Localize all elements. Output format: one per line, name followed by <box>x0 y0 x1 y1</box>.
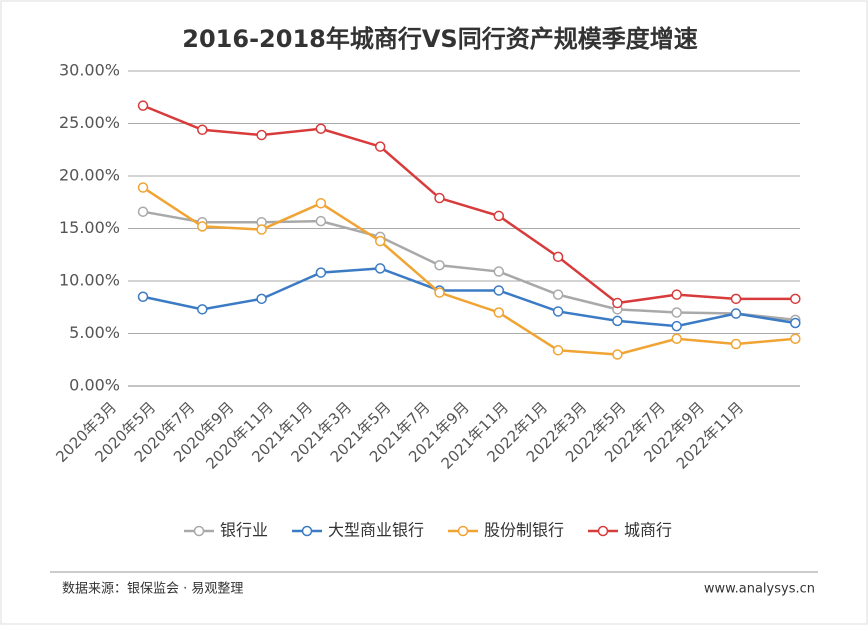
y-tick-label: 15.00% <box>59 218 120 237</box>
legend-marker <box>301 525 313 537</box>
point <box>612 315 623 327</box>
point <box>256 293 267 305</box>
y-tick-label: 10.00% <box>59 271 120 290</box>
legend-marker <box>457 525 469 537</box>
legend-marker <box>597 525 609 537</box>
point <box>315 215 327 227</box>
point <box>493 210 505 222</box>
point <box>671 289 682 300</box>
point <box>434 287 445 298</box>
point <box>315 198 327 209</box>
point <box>137 182 149 193</box>
point <box>552 289 564 300</box>
point <box>315 123 327 134</box>
legend-label: 银行业 <box>220 521 268 540</box>
point <box>493 307 505 318</box>
legend-marker <box>193 525 205 537</box>
y-tick-label: 20.00% <box>59 166 120 185</box>
series-line <box>142 210 796 322</box>
point <box>671 320 682 332</box>
point <box>197 304 208 315</box>
point <box>137 291 149 302</box>
point <box>552 345 564 356</box>
point <box>730 338 742 350</box>
point <box>434 192 445 204</box>
y-tick-label: 5.00% <box>69 323 120 342</box>
series-line <box>142 186 796 356</box>
point <box>552 251 564 263</box>
point <box>552 306 564 317</box>
legend-label: 城商行 <box>624 521 672 540</box>
y-tick-label: 25.00% <box>59 113 120 132</box>
point <box>374 141 386 152</box>
point <box>256 129 267 141</box>
legend-label: 股份制银行 <box>484 521 564 540</box>
point <box>612 349 623 360</box>
point <box>730 308 742 319</box>
legend-label: 大型商业银行 <box>328 521 424 540</box>
series-line <box>142 267 796 328</box>
point <box>790 333 801 344</box>
point <box>374 263 386 274</box>
y-tick-label: 0.00% <box>69 376 120 395</box>
point <box>790 317 801 329</box>
website: www.analysys.cn <box>704 582 815 597</box>
point <box>493 285 505 296</box>
source: 数据来源：银保监会 · 易观整理 <box>62 582 243 597</box>
series-line <box>142 104 796 305</box>
y-tick-label: 30.00% <box>59 61 120 80</box>
point <box>137 206 149 217</box>
point <box>671 333 682 344</box>
point <box>671 307 682 318</box>
point <box>137 100 149 111</box>
point <box>730 293 742 305</box>
point <box>790 293 801 305</box>
chart-title: 2016-2018年城商行VS同行资产规模季度增速 <box>182 25 697 53</box>
point <box>197 124 208 136</box>
point <box>374 235 386 247</box>
point <box>612 297 623 309</box>
point <box>315 267 327 278</box>
point <box>256 224 267 235</box>
point <box>434 260 445 271</box>
point <box>197 221 208 232</box>
point <box>493 266 505 277</box>
